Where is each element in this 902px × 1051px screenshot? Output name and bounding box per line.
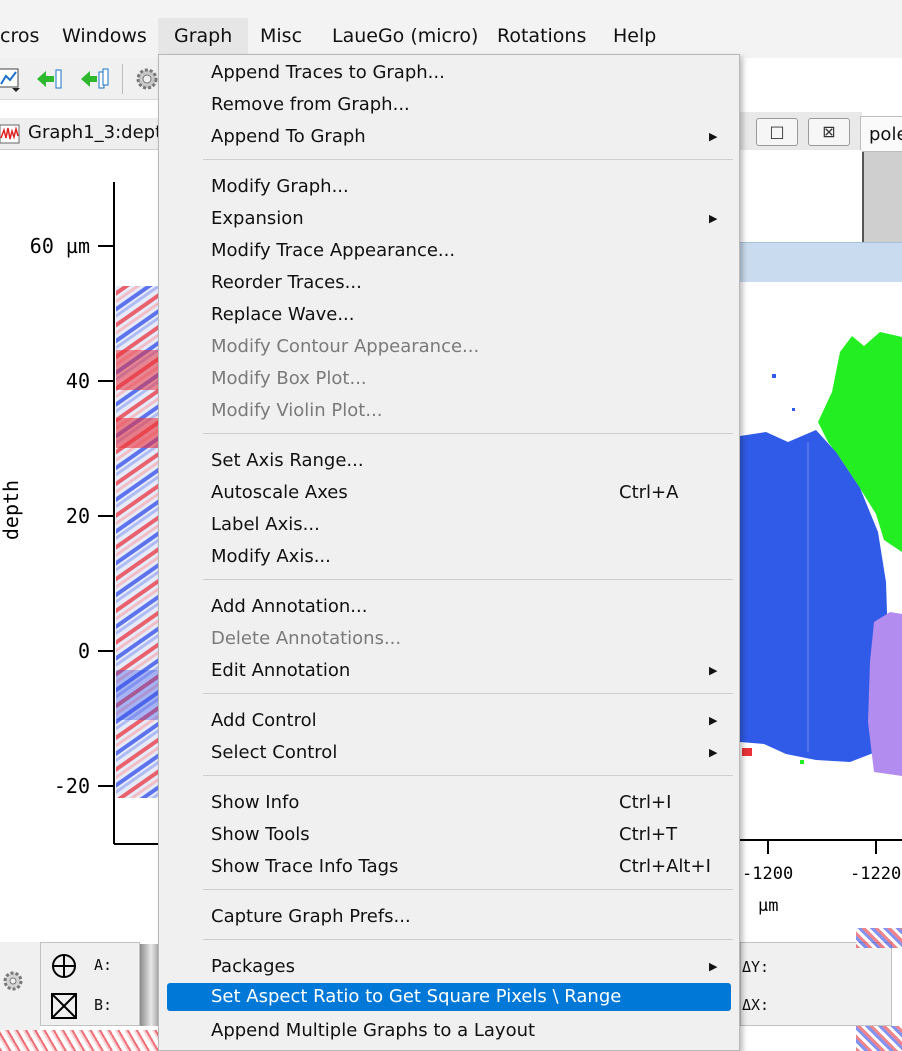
cursor-slider[interactable] — [140, 944, 162, 1026]
menu-item-add-annotation[interactable]: Add Annotation... — [211, 596, 368, 617]
pole-window-tab[interactable]: pole — [860, 116, 902, 152]
submenu-arrow-icon: ▶ — [709, 746, 718, 759]
menu-item-modify-trace-appearance[interactable]: Modify Trace Appearance... — [211, 240, 456, 261]
menu-item-edit-annotation[interactable]: Edit Annotation ▶ — [167, 655, 731, 687]
graph-menu-dropdown: Append Traces to Graph... Remove from Gr… — [158, 54, 740, 1051]
menu-misc[interactable]: Misc — [260, 25, 303, 47]
cursor-b-label: B: — [94, 996, 113, 1014]
menu-item-reorder-traces[interactable]: Reorder Traces... — [211, 272, 362, 293]
delta-x-label: ΔX: — [742, 996, 770, 1014]
scrollbar[interactable] — [862, 152, 902, 242]
x-tick-label: -1220 — [850, 864, 902, 884]
restore-button[interactable]: □ — [756, 118, 798, 146]
menu-item-show-info[interactable]: Show Info Ctrl+I — [167, 787, 731, 819]
green-grain — [818, 332, 902, 552]
shortcut-label: Ctrl+I — [619, 792, 672, 813]
menu-item-modify-contour: Modify Contour Appearance... — [211, 336, 480, 357]
menu-item-append-multiple-graphs[interactable]: Append Multiple Graphs to a Layout — [211, 1020, 536, 1041]
menu-separator — [203, 693, 733, 694]
menu-separator — [203, 159, 733, 160]
menu-lauego[interactable]: LaueGo (micro) — [332, 25, 479, 47]
menu-item-replace-wave[interactable]: Replace Wave... — [211, 304, 355, 325]
y-tick-label: 0 — [78, 639, 90, 663]
depth-map-plot: 60 µm 40 20 0 -20 depth — [0, 182, 160, 845]
x-axis-unit: µm — [758, 896, 779, 916]
y-axis-label: depth — [0, 480, 23, 540]
submenu-arrow-icon: ▶ — [709, 664, 718, 677]
menu-rotations[interactable]: Rotations — [497, 25, 587, 47]
menu-separator — [203, 939, 733, 940]
graph-icon — [0, 124, 20, 144]
y-tick-label: -20 — [54, 774, 90, 798]
graph-window-titlebar[interactable]: Graph1_3:depth — [0, 118, 174, 150]
toolbar-divider — [122, 64, 123, 94]
window-titlebar-strip — [740, 242, 902, 282]
y-tick-label: 20 — [66, 504, 90, 528]
menu-separator — [203, 579, 733, 580]
menu-help[interactable]: Help — [613, 25, 657, 47]
y-tick-label: 60 µm — [30, 234, 90, 258]
menu-item-autoscale-axes[interactable]: Autoscale Axes Ctrl+A — [167, 477, 731, 509]
grain-map-plot — [740, 332, 902, 854]
purple-grain — [868, 612, 902, 776]
delta-panel — [740, 942, 892, 1026]
menu-item-select-control[interactable]: Select Control ▶ — [167, 737, 731, 769]
blue-grain — [740, 430, 888, 762]
menu-item-modify-graph[interactable]: Modify Graph... — [211, 176, 349, 197]
menu-macros[interactable]: cros — [0, 25, 40, 47]
menu-item-show-trace-info-tags[interactable]: Show Trace Info Tags Ctrl+Alt+I — [167, 851, 731, 883]
menu-item-label-axis[interactable]: Label Axis... — [211, 514, 320, 535]
shortcut-label: Ctrl+Alt+I — [619, 856, 711, 877]
menu-item-append-to-graph[interactable]: Append To Graph ▶ — [167, 121, 731, 153]
submenu-arrow-icon: ▶ — [709, 960, 718, 973]
gear-icon[interactable] — [132, 64, 162, 94]
delta-y-label: ΔY: — [742, 958, 770, 976]
y-tick-label: 40 — [66, 369, 90, 393]
background-area — [740, 150, 862, 242]
menu-item-modify-box-plot: Modify Box Plot... — [211, 368, 367, 389]
menu-bar: cros Windows Graph Misc LaueGo (micro) R… — [0, 0, 902, 58]
submenu-arrow-icon: ▶ — [709, 212, 718, 225]
cursor-a-icon[interactable] — [50, 952, 78, 980]
arrow-left-icon[interactable] — [34, 64, 64, 94]
x-tick-label: -1200 — [742, 864, 794, 884]
menu-separator — [203, 775, 733, 776]
menu-item-append-traces[interactable]: Append Traces to Graph... — [211, 62, 445, 83]
cursor-b-icon[interactable] — [50, 992, 78, 1020]
menu-separator — [203, 433, 733, 434]
menu-item-modify-violin-plot: Modify Violin Plot... — [211, 400, 383, 421]
toolbar — [0, 58, 160, 100]
submenu-arrow-icon: ▶ — [709, 130, 718, 143]
close-button[interactable]: ⊠ — [808, 118, 850, 146]
menu-item-modify-axis[interactable]: Modify Axis... — [211, 546, 331, 567]
arrow-left-stack-icon[interactable] — [80, 64, 110, 94]
menu-windows[interactable]: Windows — [62, 25, 147, 47]
menu-item-packages[interactable]: Packages ▶ — [167, 951, 731, 983]
graph-window-icon[interactable] — [0, 64, 26, 94]
shortcut-label: Ctrl+A — [619, 482, 679, 503]
menu-item-set-axis-range[interactable]: Set Axis Range... — [211, 450, 364, 471]
shortcut-label: Ctrl+T — [619, 824, 678, 845]
menu-item-delete-annotations: Delete Annotations... — [211, 628, 402, 649]
cursor-a-label: A: — [94, 956, 113, 974]
menu-item-expansion[interactable]: Expansion ▶ — [167, 203, 731, 235]
gear-icon[interactable] — [0, 968, 26, 994]
menu-item-set-aspect-ratio[interactable]: Set Aspect Ratio to Get Square Pixels \ … — [167, 983, 731, 1011]
window-controls: □ ⊠ — [740, 112, 862, 150]
menu-separator — [203, 889, 733, 890]
menu-graph[interactable]: Graph — [158, 18, 249, 54]
graph-window-title: Graph1_3:depth — [28, 122, 174, 143]
menu-item-capture-graph-prefs[interactable]: Capture Graph Prefs... — [211, 906, 411, 927]
submenu-arrow-icon: ▶ — [709, 714, 718, 727]
menu-item-remove-from-graph[interactable]: Remove from Graph... — [211, 94, 410, 115]
menu-item-add-control[interactable]: Add Control ▶ — [167, 705, 731, 737]
menu-item-show-tools[interactable]: Show Tools Ctrl+T — [167, 819, 731, 851]
